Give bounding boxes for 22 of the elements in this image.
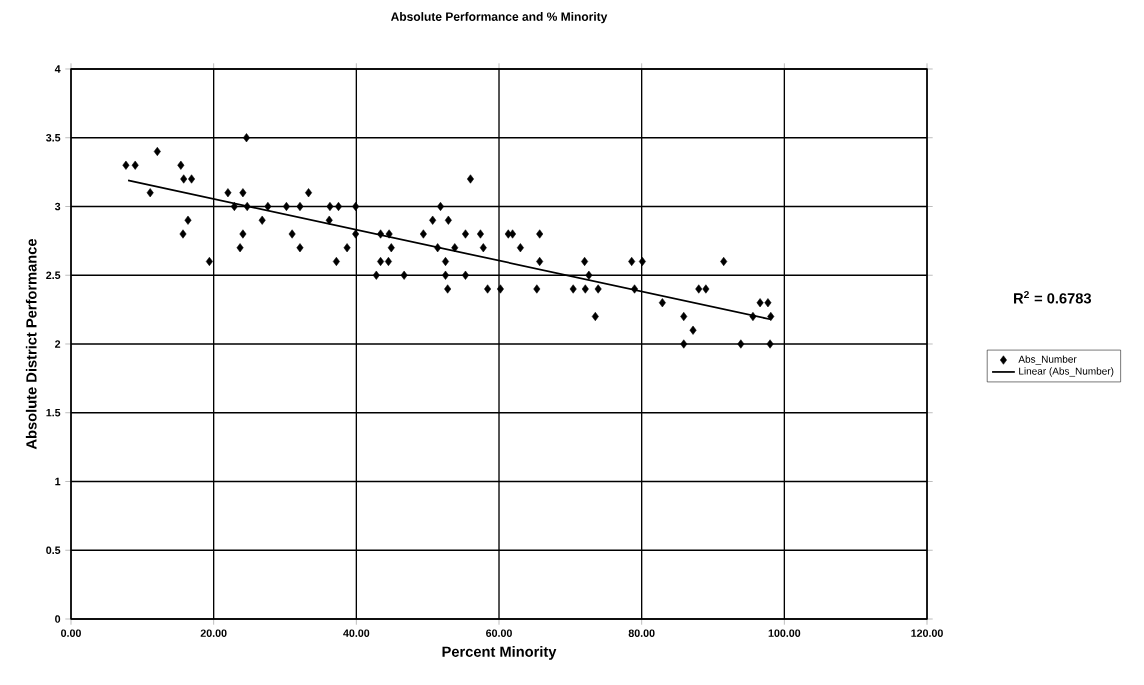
legend-label: Linear (Abs_Number): [1019, 367, 1114, 377]
y-axis-title: Absolute District Performance: [25, 238, 37, 450]
y-tick-label: 3.5: [46, 133, 61, 142]
x-tick-label: 0.00: [61, 629, 81, 637]
x-tick-label: 20.00: [200, 629, 227, 637]
x-tick-label: 100.00: [768, 629, 801, 637]
y-tick-label: 2.5: [46, 271, 61, 280]
y-tick-label: 0: [55, 615, 61, 623]
y-tick-label: 1.5: [46, 409, 61, 417]
text: R$^{2}$ = 0.6783: [1014, 290, 1092, 304]
chart-title: Absolute Performance and % Minority: [390, 12, 608, 24]
x-tick-label: 80.00: [628, 629, 655, 637]
x-tick-label: 60.00: [486, 629, 512, 637]
x-axis-title: Percent Minority: [442, 646, 557, 660]
x-tick-label: 40.00: [343, 629, 370, 637]
y-tick-label: 2: [55, 340, 61, 348]
y-tick-label: 0.5: [46, 546, 61, 555]
x-tick-label: 120.00: [911, 629, 943, 637]
legend-label: Abs_Number: [1018, 355, 1077, 365]
y-tick-label: 3: [54, 202, 61, 211]
y-tick-label: 1: [55, 477, 61, 486]
y-tick-label: 4: [54, 65, 61, 73]
